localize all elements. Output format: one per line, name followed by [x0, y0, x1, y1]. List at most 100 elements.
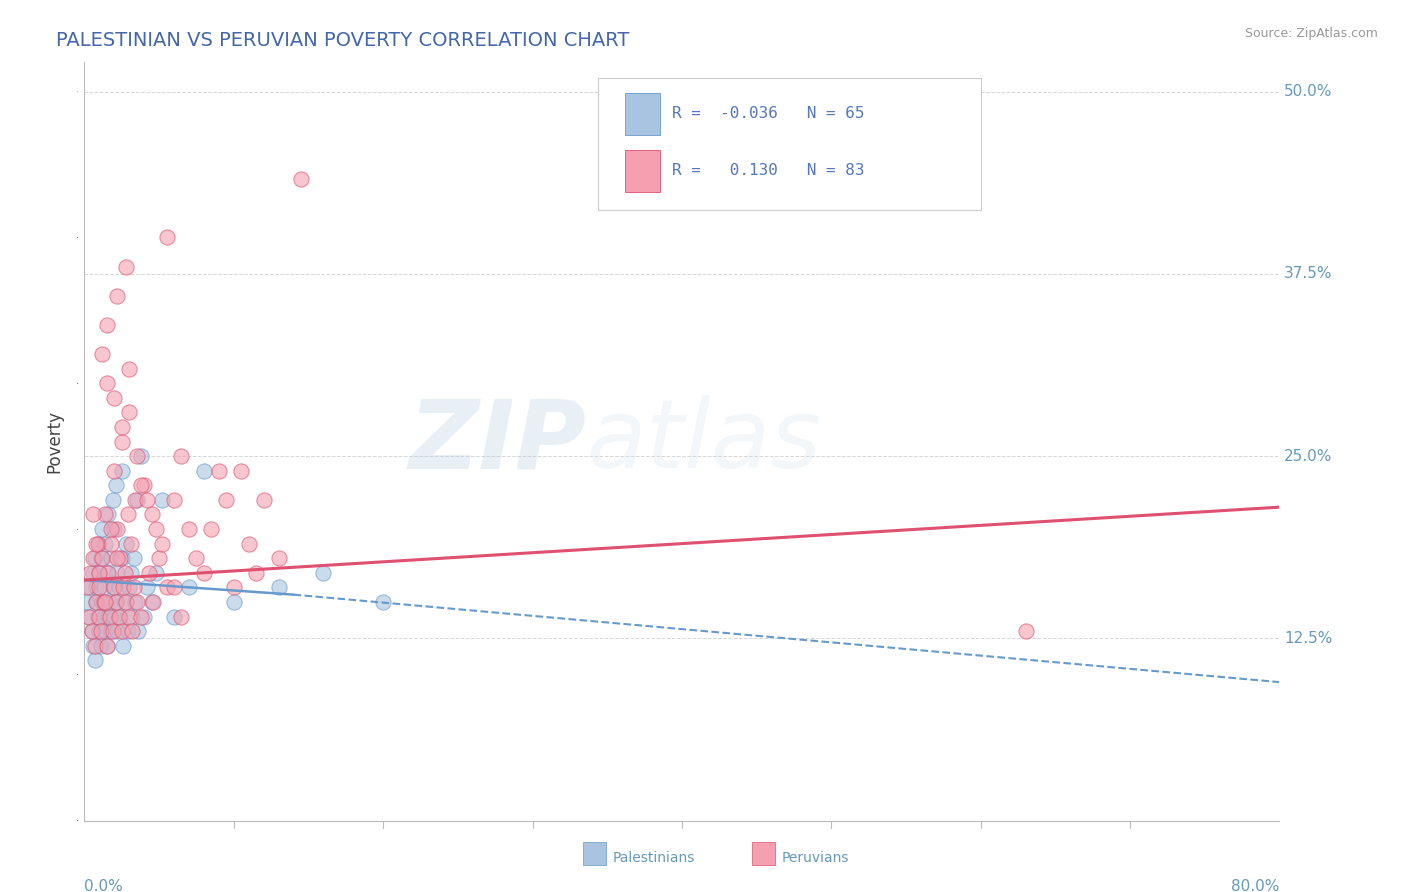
Point [77, 609, 100, 624]
Text: 25.0%: 25.0% [1284, 449, 1333, 464]
Point [76, 580, 98, 594]
Point [121, 624, 143, 639]
Point [103, 609, 125, 624]
Point [111, 551, 134, 566]
Point [77, 609, 100, 624]
Point [148, 551, 170, 566]
Point [290, 172, 312, 186]
Point [96, 639, 118, 653]
Point [103, 522, 125, 536]
Point [170, 449, 193, 463]
Point [117, 508, 139, 522]
Point [129, 449, 152, 463]
Point [138, 566, 160, 580]
Point [200, 522, 222, 536]
Text: PALESTINIAN VS PERUVIAN POVERTY CORRELATION CHART: PALESTINIAN VS PERUVIAN POVERTY CORRELAT… [56, 31, 630, 50]
Point [94, 624, 117, 639]
Point [89, 566, 111, 580]
Point [267, 580, 290, 594]
Point [89, 609, 111, 624]
Point [118, 405, 141, 419]
Point [125, 449, 148, 463]
Point [112, 639, 135, 653]
Point [100, 522, 122, 536]
Point [97, 508, 120, 522]
Text: atlas: atlas [586, 395, 821, 488]
Point [96, 318, 118, 332]
Point [222, 595, 245, 609]
Point [215, 492, 238, 507]
Point [101, 580, 124, 594]
Point [101, 492, 124, 507]
Point [267, 551, 290, 566]
Point [82, 551, 104, 566]
Point [103, 391, 125, 405]
Point [115, 536, 138, 550]
Point [373, 595, 395, 609]
Text: 80.0%: 80.0% [1232, 879, 1279, 892]
Point [91, 595, 114, 609]
Point [79, 566, 101, 580]
Point [129, 478, 152, 492]
Point [105, 566, 128, 580]
Point [142, 595, 165, 609]
Text: Peruvians: Peruvians [782, 851, 849, 865]
Point [155, 230, 177, 244]
Point [87, 536, 110, 550]
Point [114, 595, 136, 609]
Point [104, 595, 127, 609]
Point [103, 464, 125, 478]
Point [82, 639, 104, 653]
Point [105, 624, 128, 639]
Point [253, 492, 276, 507]
Point [86, 595, 108, 609]
Point [105, 522, 128, 536]
Point [91, 551, 114, 566]
Point [312, 566, 335, 580]
Point [163, 492, 186, 507]
Point [193, 566, 215, 580]
Point [82, 566, 104, 580]
Point [90, 639, 112, 653]
Point [115, 595, 138, 609]
Point [132, 478, 156, 492]
Point [94, 508, 117, 522]
Point [107, 580, 129, 594]
Point [136, 580, 159, 594]
Point [97, 566, 120, 580]
Point [163, 580, 186, 594]
Point [91, 347, 114, 361]
Point [97, 609, 120, 624]
Point [79, 580, 101, 594]
Point [136, 492, 159, 507]
Point [170, 609, 193, 624]
Point [177, 580, 200, 594]
Point [118, 580, 141, 594]
Point [83, 653, 105, 667]
Point [124, 595, 146, 609]
Point [120, 536, 142, 550]
Point [122, 551, 145, 566]
Point [98, 595, 121, 609]
Point [100, 624, 122, 639]
Text: R =   0.130   N = 83: R = 0.130 N = 83 [672, 163, 865, 178]
Point [89, 566, 111, 580]
Text: 37.5%: 37.5% [1284, 267, 1333, 281]
Point [94, 536, 117, 550]
Point [115, 260, 138, 274]
Point [90, 624, 112, 639]
Point [90, 551, 112, 566]
Point [86, 580, 108, 594]
Point [118, 361, 141, 376]
Point [87, 609, 110, 624]
Point [89, 580, 111, 594]
Point [122, 580, 145, 594]
Point [110, 551, 132, 566]
Point [111, 420, 134, 434]
Point [86, 595, 108, 609]
Text: Poverty: Poverty [45, 410, 63, 473]
Point [91, 522, 114, 536]
Point [110, 609, 132, 624]
Point [105, 551, 128, 566]
Point [238, 536, 260, 550]
